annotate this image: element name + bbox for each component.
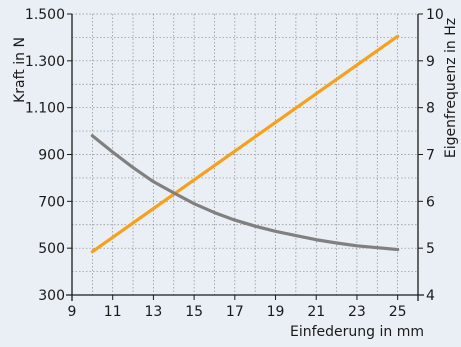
x-tick-label: 17 bbox=[226, 304, 244, 320]
y-right-tick-label: 8 bbox=[426, 101, 435, 117]
x-tick-label: 13 bbox=[144, 304, 162, 320]
series-line-eigenfrequenz bbox=[90, 134, 400, 252]
y-axis-right-title: Eigenfrequenz in Hz bbox=[443, 18, 459, 158]
axes bbox=[66, 13, 424, 301]
y-right-tick-label: 7 bbox=[426, 148, 435, 164]
y-left-tick-label: 500 bbox=[38, 241, 65, 257]
x-tick-label: 19 bbox=[267, 304, 285, 320]
series-line-kraft bbox=[90, 34, 400, 254]
y-right-tick-label: 10 bbox=[426, 7, 444, 23]
y-right-tick-label: 5 bbox=[426, 241, 435, 257]
grid bbox=[72, 13, 418, 295]
y-right-tick-label: 9 bbox=[426, 54, 435, 70]
y-right-tick-label: 4 bbox=[426, 288, 435, 304]
y-left-tick-label: 1.500 bbox=[25, 7, 65, 23]
x-tick-label: 23 bbox=[348, 304, 366, 320]
y-left-tick-label: 900 bbox=[38, 148, 65, 164]
y-left-tick-label: 1.300 bbox=[25, 54, 65, 70]
series bbox=[90, 34, 400, 254]
y-axis-left-title: Kraft in N bbox=[12, 37, 28, 103]
y-left-tick-label: 700 bbox=[38, 194, 65, 210]
x-tick-label: 25 bbox=[389, 304, 407, 320]
y-right-tick-label: 6 bbox=[426, 194, 435, 210]
y-left-tick-label: 1.100 bbox=[25, 101, 65, 117]
y-left-tick-label: 300 bbox=[38, 288, 65, 304]
tick-labels: 9 11 13 15 17 19 21 23 25 300 500 700 900 1.100 1.300 1… bbox=[25, 7, 444, 320]
x-tick-label: 15 bbox=[185, 304, 203, 320]
x-axis-title: Einfederung in mm bbox=[290, 324, 424, 340]
x-tick-label: 9 bbox=[68, 304, 77, 320]
x-tick-label: 11 bbox=[104, 304, 122, 320]
x-tick-label: 21 bbox=[307, 304, 325, 320]
